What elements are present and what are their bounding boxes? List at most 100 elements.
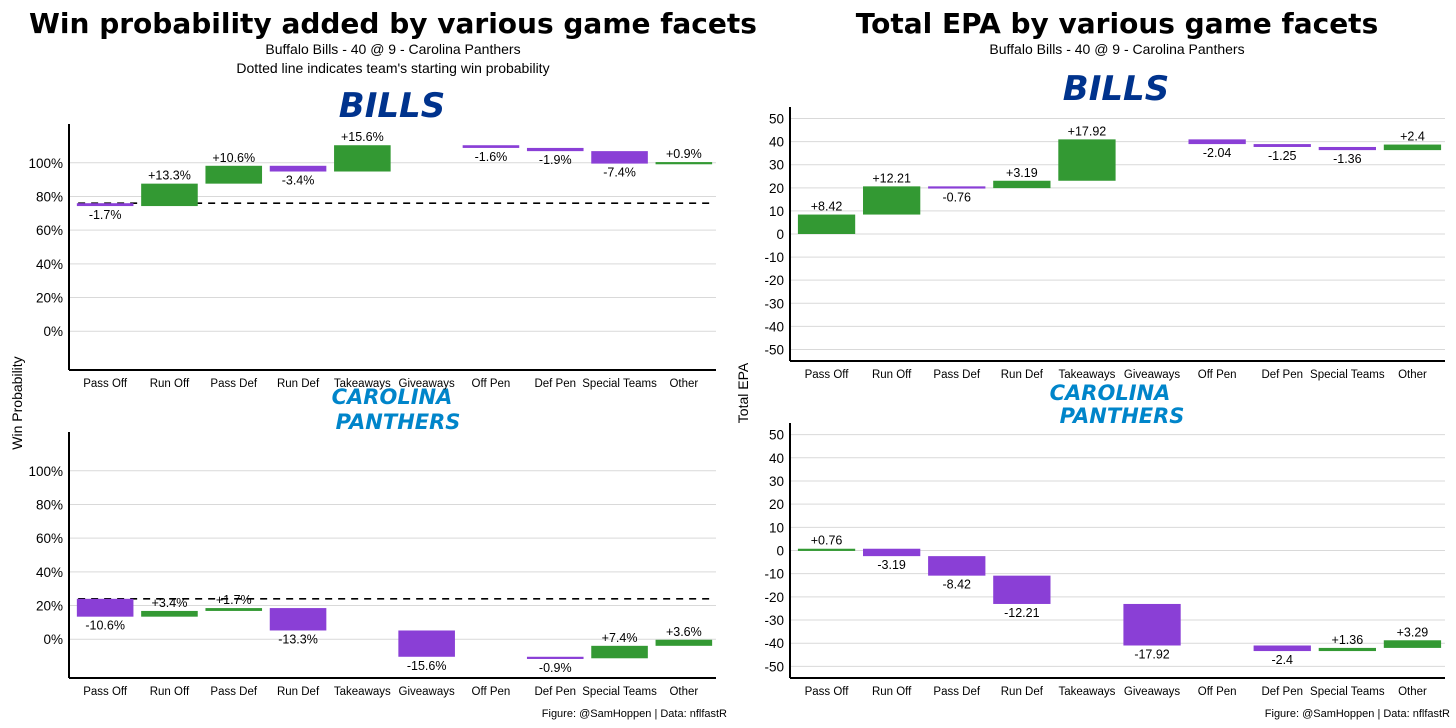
- data-label: -8.42: [943, 578, 972, 592]
- waterfall-bar: [462, 145, 520, 148]
- y-tick-label: -40: [764, 636, 784, 651]
- x-tick-label: Run Off: [150, 378, 190, 390]
- y-tick-label: 10: [769, 204, 784, 219]
- y-tick-label: 40: [769, 451, 784, 466]
- data-label: +3.4%: [152, 596, 188, 610]
- x-tick-label: Giveaways: [1124, 686, 1180, 698]
- data-label: +13.3%: [148, 169, 191, 183]
- data-label: +2.4: [1400, 130, 1425, 144]
- data-label: -0.76: [943, 191, 972, 205]
- y-tick-label: 20: [769, 497, 784, 512]
- x-tick-label: Pass Def: [933, 686, 980, 698]
- y-tick-label: -10: [764, 567, 784, 582]
- panthers-logo-left-line2: PANTHERS: [336, 410, 461, 434]
- panthers-logo-right-line1: CAROLINA: [1050, 381, 1171, 405]
- y-tick-label: 50: [769, 428, 784, 443]
- y-tick-label: 20: [769, 181, 784, 196]
- y-tick-label: -50: [764, 659, 784, 674]
- waterfall-bar: [1253, 144, 1311, 147]
- waterfall-bar: [1383, 144, 1442, 151]
- x-tick-label: Run Off: [150, 686, 190, 698]
- x-tick-label: Other: [1398, 686, 1427, 698]
- left-title: Win probability added by various game fa…: [29, 7, 757, 40]
- data-label: +1.36: [1332, 633, 1364, 647]
- x-tick-label: Def Pen: [1261, 686, 1303, 698]
- y-tick-label: -40: [764, 319, 784, 334]
- x-tick-label: Other: [669, 686, 698, 698]
- waterfall-bar: [1383, 640, 1442, 648]
- waterfall-bar: [205, 608, 263, 611]
- epa-panthers-panel: -50 -40 -30 -20 -10 0 10 20 30 40 50 +0.76 -3.19 -8.4…: [764, 423, 1445, 698]
- x-tick-label: Other: [1398, 369, 1427, 381]
- y-tick-label: 0%: [43, 632, 63, 647]
- data-label: -12.21: [1004, 606, 1039, 620]
- x-tick-label: Run Def: [277, 378, 320, 390]
- left-subtitle-2: Dotted line indicates team's starting wi…: [236, 60, 549, 76]
- x-tick-label: Pass Off: [83, 378, 128, 390]
- y-tick-label: -50: [764, 342, 784, 357]
- y-tick-label: 80%: [36, 497, 63, 512]
- y-tick-label: 0: [776, 227, 784, 242]
- x-tick-label: Takeaways: [334, 686, 391, 698]
- waterfall-bar: [655, 639, 713, 646]
- y-tick-label: 40%: [36, 257, 63, 272]
- data-label: -3.4%: [282, 174, 315, 188]
- y-tick-label: 50: [769, 112, 784, 127]
- x-tick-label: Off Pen: [1198, 686, 1237, 698]
- waterfall-bar: [76, 203, 134, 207]
- x-tick-label: Special Teams: [1310, 369, 1385, 381]
- waterfall-bar: [76, 598, 134, 617]
- left-subtitle-1: Buffalo Bills - 40 @ 9 - Carolina Panthe…: [265, 41, 520, 57]
- x-tick-label: Off Pen: [472, 686, 511, 698]
- left-caption: Figure: @SamHoppen | Data: nflfastR: [542, 708, 727, 720]
- right-subtitle-1: Buffalo Bills - 40 @ 9 - Carolina Panthe…: [989, 41, 1244, 57]
- waterfall-bar: [993, 180, 1051, 189]
- x-tick-label: Pass Off: [805, 686, 850, 698]
- waterfall-bar: [269, 165, 327, 172]
- waterfall-bar: [526, 656, 584, 659]
- waterfall-bar: [797, 548, 856, 551]
- data-label: +10.6%: [212, 151, 255, 165]
- x-tick-label: Pass Def: [210, 378, 257, 390]
- data-label: +0.9%: [666, 147, 702, 161]
- x-tick-label: Other: [669, 378, 698, 390]
- x-tick-label: Pass Def: [933, 369, 980, 381]
- data-label: -3.19: [877, 558, 906, 572]
- x-tick-label: Def Pen: [1261, 369, 1303, 381]
- y-tick-label: 60%: [36, 531, 63, 546]
- waterfall-bar: [655, 162, 713, 165]
- waterfall-bar: [797, 214, 856, 234]
- data-label: +8.42: [811, 200, 843, 214]
- waterfall-bar: [1058, 139, 1116, 181]
- waterfall-bar: [591, 645, 648, 659]
- x-tick-label: Run Def: [1001, 369, 1044, 381]
- y-tick-label: -30: [764, 613, 784, 628]
- x-tick-label: Takeaways: [334, 378, 391, 390]
- x-tick-label: Takeaways: [1059, 369, 1116, 381]
- y-tick-label: 10: [769, 520, 784, 535]
- waterfall-bar: [141, 610, 198, 617]
- y-tick-label: 100%: [28, 156, 63, 171]
- y-tick-label: 60%: [36, 223, 63, 238]
- right-y-axis-title: Total EPA: [735, 362, 751, 423]
- data-label: -1.7%: [89, 208, 122, 222]
- right-title: Total EPA by various game facets: [856, 7, 1378, 40]
- x-tick-label: Off Pen: [1198, 369, 1237, 381]
- y-tick-label: 20%: [36, 599, 63, 614]
- x-tick-label: Giveaways: [399, 686, 455, 698]
- waterfall-bar: [1123, 603, 1181, 646]
- epa-bills-panel: -50 -40 -30 -20 -10 0 10 20 30 40 50 +8.42 +12.21 -0.…: [764, 107, 1445, 381]
- waterfall-bar: [928, 556, 986, 576]
- y-tick-label: 80%: [36, 189, 63, 204]
- data-label: +3.29: [1397, 625, 1429, 639]
- x-tick-label: Special Teams: [582, 378, 657, 390]
- waterfall-bar: [334, 145, 391, 172]
- x-tick-label: Def Pen: [534, 378, 576, 390]
- waterfall-bar: [1253, 645, 1311, 652]
- y-tick-label: -30: [764, 296, 784, 311]
- y-tick-label: 40%: [36, 565, 63, 580]
- waterfall-bar: [928, 186, 986, 189]
- y-tick-label: -20: [764, 273, 784, 288]
- x-tick-label: Pass Off: [83, 686, 128, 698]
- waterfall-bar: [398, 630, 455, 657]
